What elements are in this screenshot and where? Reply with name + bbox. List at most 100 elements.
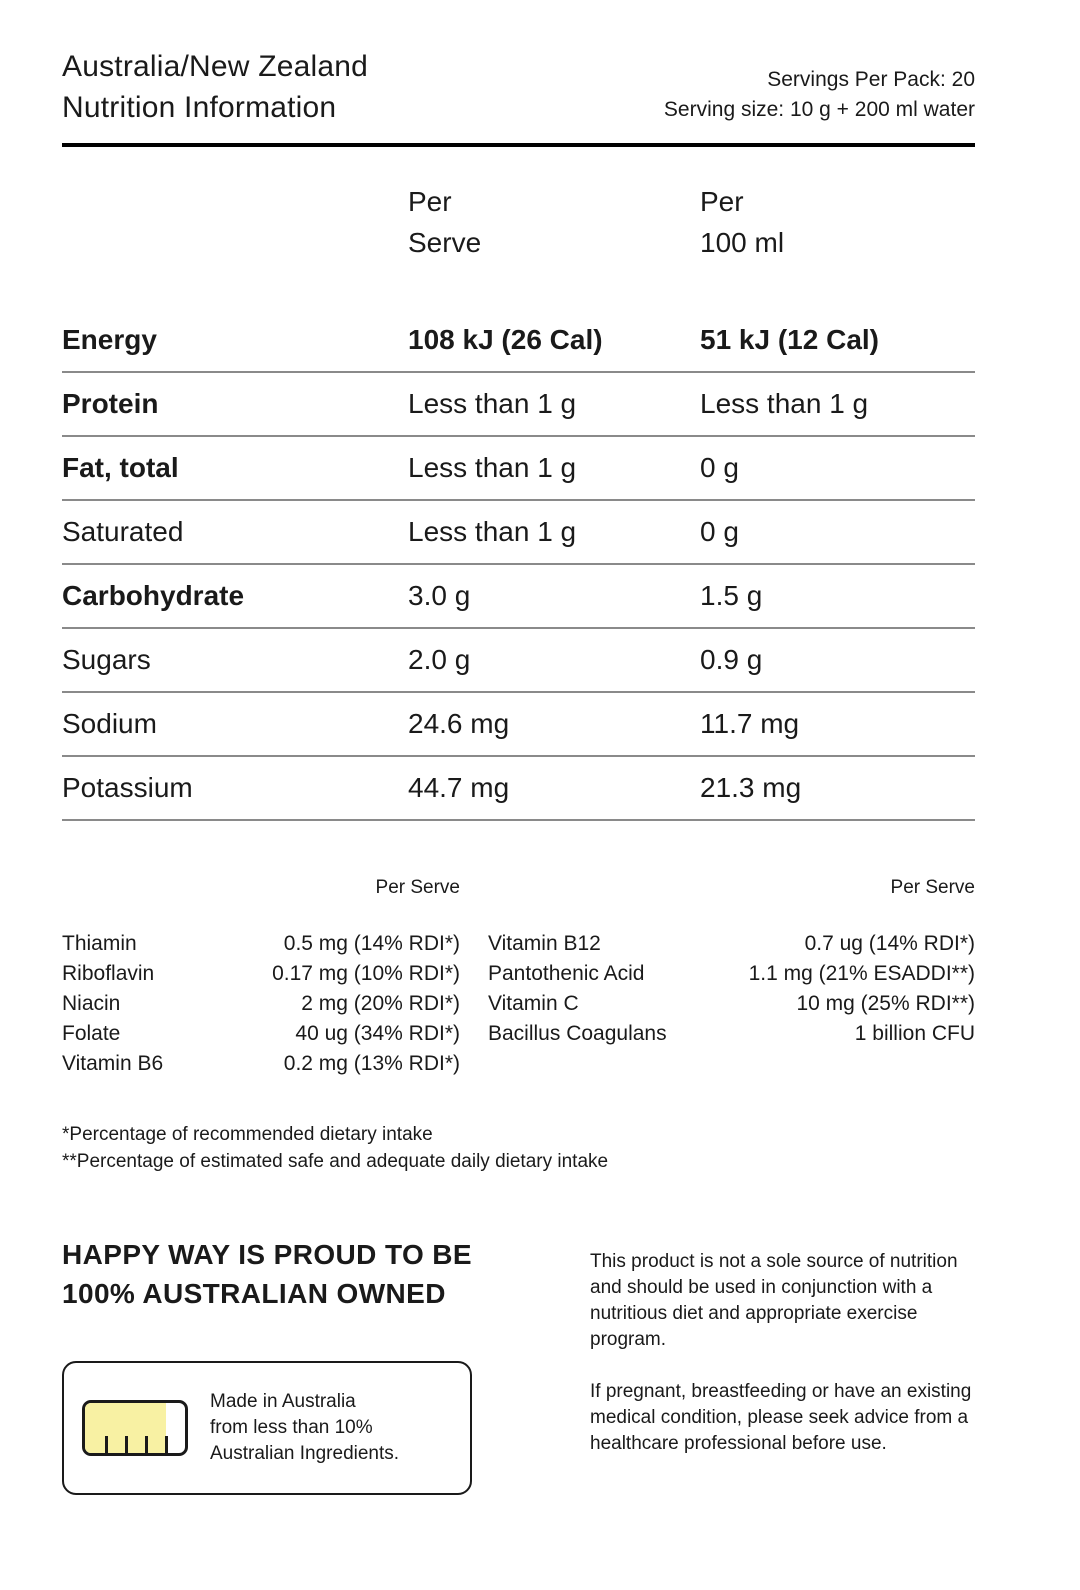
panel-title-line1: Australia/New Zealand (62, 50, 369, 83)
vitamin-row-thiamin: Thiamin 0.5 mg (14% RDI*) (62, 929, 460, 959)
vitamin-value: 0.7 ug (14% RDI*) (804, 932, 975, 955)
per-100ml-value: 0.9 g (700, 644, 763, 675)
vitamin-name: Niacin (62, 992, 121, 1015)
vitamin-row-riboflavin: Riboflavin 0.17 mg (10% RDI*) (62, 959, 460, 989)
vitamin-row-bacillus-coagulans: Bacillus Coagulans 1 billion CFU (488, 1019, 975, 1049)
made-in-australia-text: Made in Australia from less than 10% Aus… (210, 1389, 399, 1467)
table-row-protein: Protein Less than 1 g Less than 1 g (62, 373, 975, 437)
column-header-per-serve: Per Serve (408, 181, 700, 263)
brand-heading: HAPPY WAY IS PROUD TO BE 100% AUSTRALIAN… (62, 1235, 532, 1313)
per-serve-value: 2.0 g (408, 644, 471, 675)
per-100ml-value: 0 g (700, 516, 739, 547)
vitamins-section: Per Serve Per Serve Thiamin 0.5 mg (14% … (62, 875, 975, 1079)
per-100ml-value: 1.5 g (700, 580, 763, 611)
per-100ml-header-line1: Per (700, 186, 744, 217)
per-serve-label-left: Per Serve (375, 877, 460, 898)
per-100ml-value: 0 g (700, 452, 739, 483)
footnotes: *Percentage of recommended dietary intak… (62, 1121, 975, 1175)
table-row-sugars: Sugars 2.0 g 0.9 g (62, 629, 975, 693)
per-serve-value: 3.0 g (408, 580, 471, 611)
servings-per-pack: Servings Per Pack: 20 (767, 68, 975, 91)
serving-size: Serving size: 10 g + 200 ml water (663, 98, 975, 121)
panel-title: Australia/New Zealand Nutrition Informat… (62, 46, 368, 128)
made-in-line2: from less than 10% (210, 1417, 373, 1438)
vitamin-name: Pantothenic Acid (488, 962, 645, 985)
nutrient-label: Carbohydrate (62, 580, 245, 611)
disclaimer-paragraph-1: This product is not a sole source of nut… (590, 1251, 958, 1350)
header: Australia/New Zealand Nutrition Informat… (62, 46, 975, 128)
australian-made-bar-icon (82, 1400, 188, 1456)
per-serve-header-line2: Serve (408, 227, 482, 258)
vitamins-left-column: Thiamin 0.5 mg (14% RDI*) Riboflavin 0.1… (62, 929, 460, 1079)
bottom-section: HAPPY WAY IS PROUD TO BE 100% AUSTRALIAN… (62, 1235, 975, 1495)
per-serve-label-right: Per Serve (890, 877, 975, 898)
vitamin-row-pantothenic-acid: Pantothenic Acid 1.1 mg (21% ESADDI**) (488, 959, 975, 989)
vitamin-name: Vitamin B12 (488, 932, 601, 955)
vitamins-per-serve-labels: Per Serve Per Serve (62, 875, 975, 929)
nutrition-table: Per Serve Per 100 ml Energy 108 kJ (26 C… (62, 181, 975, 821)
per-serve-header-line1: Per (408, 186, 452, 217)
per-serve-value: 108 kJ (26 Cal) (408, 324, 603, 355)
made-in-line1: Made in Australia (210, 1391, 356, 1412)
vitamin-value: 0.2 mg (13% RDI*) (283, 1052, 460, 1075)
per-serve-value: Less than 1 g (408, 388, 577, 419)
header-rule (62, 143, 975, 147)
vitamin-value: 2 mg (20% RDI*) (301, 992, 460, 1015)
nutrient-label: Potassium (62, 772, 193, 803)
per-serve-value: Less than 1 g (408, 516, 577, 547)
bar-tick (165, 1436, 168, 1453)
per-100ml-value: 21.3 mg (700, 772, 802, 803)
bar-tick (105, 1436, 108, 1453)
vitamin-value: 0.17 mg (10% RDI*) (272, 962, 460, 985)
vitamin-name: Thiamin (62, 932, 137, 955)
vitamin-row-niacin: Niacin 2 mg (20% RDI*) (62, 989, 460, 1019)
vitamin-row-folate: Folate 40 ug (34% RDI*) (62, 1019, 460, 1049)
made-in-line3: Australian Ingredients. (210, 1443, 400, 1464)
panel-title-line2: Nutrition Information (62, 91, 337, 124)
per-100ml-header-line2: 100 ml (700, 227, 785, 258)
table-row-potassium: Potassium 44.7 mg 21.3 mg (62, 757, 975, 821)
bar-tick (125, 1436, 128, 1453)
footnote-rdi: *Percentage of recommended dietary intak… (62, 1124, 433, 1145)
table-row-carbohydrate: Carbohydrate 3.0 g 1.5 g (62, 565, 975, 629)
nutrient-label: Protein (62, 388, 159, 419)
vitamin-row-vitamin-c: Vitamin C 10 mg (25% RDI**) (488, 989, 975, 1019)
nutrient-label: Sodium (62, 708, 157, 739)
per-serve-value: 44.7 mg (408, 772, 510, 803)
vitamin-name: Riboflavin (62, 962, 155, 985)
australian-made-box: Made in Australia from less than 10% Aus… (62, 1361, 472, 1495)
vitamin-name: Bacillus Coagulans (488, 1022, 667, 1045)
table-row-energy: Energy 108 kJ (26 Cal) 51 kJ (12 Cal) (62, 309, 975, 373)
brand-heading-line2: 100% AUSTRALIAN OWNED (62, 1278, 446, 1309)
column-header-per-100ml: Per 100 ml (700, 181, 975, 263)
vitamin-name: Folate (62, 1022, 121, 1045)
nutrient-label: Sugars (62, 644, 151, 675)
per-100ml-value: Less than 1 g (700, 388, 869, 419)
per-serve-value: Less than 1 g (408, 452, 577, 483)
table-header-row: Per Serve Per 100 ml (62, 181, 975, 309)
vitamin-row-vitamin-b6: Vitamin B6 0.2 mg (13% RDI*) (62, 1049, 460, 1079)
vitamin-row-vitamin-b12: Vitamin B12 0.7 ug (14% RDI*) (488, 929, 975, 959)
disclaimer-paragraph-2: If pregnant, breastfeeding or have an ex… (590, 1381, 972, 1454)
vitamin-value: 0.5 mg (14% RDI*) (283, 932, 460, 955)
bottom-left-column: HAPPY WAY IS PROUD TO BE 100% AUSTRALIAN… (62, 1235, 532, 1495)
vitamin-value: 10 mg (25% RDI**) (796, 992, 975, 1015)
nutrient-label: Energy (62, 324, 157, 355)
vitamins-right-column: Vitamin B12 0.7 ug (14% RDI*) Pantotheni… (488, 929, 975, 1079)
bar-tick (145, 1436, 148, 1453)
nutrient-label: Fat, total (62, 452, 179, 483)
vitamin-name: Vitamin B6 (62, 1052, 164, 1075)
vitamin-name: Vitamin C (488, 992, 579, 1015)
vitamins-columns: Thiamin 0.5 mg (14% RDI*) Riboflavin 0.1… (62, 929, 975, 1079)
footnote-esaddi: **Percentage of estimated safe and adequ… (62, 1151, 609, 1172)
table-row-saturated: Saturated Less than 1 g 0 g (62, 501, 975, 565)
table-row-fat-total: Fat, total Less than 1 g 0 g (62, 437, 975, 501)
per-100ml-value: 11.7 mg (700, 708, 800, 739)
vitamin-value: 40 ug (34% RDI*) (295, 1022, 460, 1045)
serving-info: Servings Per Pack: 20 Serving size: 10 g… (664, 65, 975, 128)
vitamin-value: 1 billion CFU (854, 1022, 975, 1045)
nutrition-panel: Australia/New Zealand Nutrition Informat… (62, 46, 975, 1495)
per-serve-value: 24.6 mg (408, 708, 510, 739)
nutrient-label: Saturated (62, 516, 184, 547)
table-row-sodium: Sodium 24.6 mg 11.7 mg (62, 693, 975, 757)
